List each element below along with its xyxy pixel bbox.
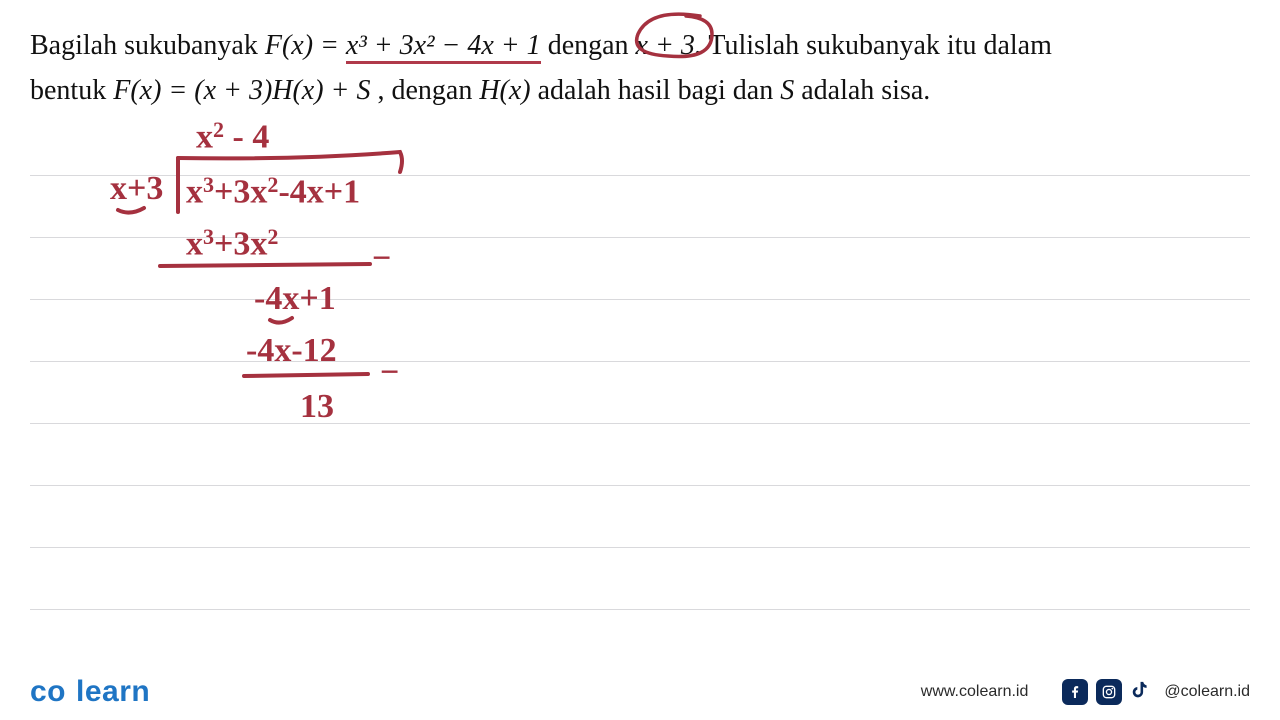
tiktok-icon bbox=[1130, 679, 1152, 706]
hw-divisor: x+3 bbox=[110, 170, 163, 208]
text-line2c: adalah hasil bagi dan bbox=[531, 75, 781, 106]
text-part1: Bagilah sukubanyak bbox=[30, 30, 265, 61]
hw-rem2: 13 bbox=[300, 388, 334, 426]
text-part2: dengan bbox=[541, 30, 636, 61]
logo-part-b: learn bbox=[76, 675, 150, 708]
form-text: F(x) = (x + 3)H(x) + S bbox=[113, 75, 370, 106]
rule-line bbox=[30, 485, 1250, 486]
fx-lhs: F(x) = bbox=[265, 30, 346, 61]
footer-url: www.colearn.id bbox=[921, 683, 1029, 701]
text-line2d: adalah sisa. bbox=[801, 75, 930, 106]
hw-minus1: − bbox=[372, 240, 391, 278]
text-line2b: , dengan bbox=[370, 75, 479, 106]
hw-sub2: -4x-12 bbox=[246, 332, 337, 370]
hw-rem1: -4x+1 bbox=[254, 280, 336, 318]
hw-minus2: − bbox=[380, 354, 399, 392]
rule-line bbox=[30, 423, 1250, 424]
social-icons: @colearn.id bbox=[1062, 679, 1250, 706]
rule-line bbox=[30, 299, 1250, 300]
hw-quotient: x2 - 4 bbox=[196, 115, 269, 156]
divisor-circled: x + 3. bbox=[636, 24, 702, 69]
divisor-text: x + 3. bbox=[636, 30, 702, 61]
page-root: Bagilah sukubanyak F(x) = x³ + 3x² − 4x … bbox=[0, 0, 1280, 720]
problem-text: Bagilah sukubanyak F(x) = x³ + 3x² − 4x … bbox=[30, 24, 1250, 114]
text-line2a: bentuk bbox=[30, 75, 113, 106]
hx-text: H(x) bbox=[479, 75, 530, 106]
rule-line bbox=[30, 547, 1250, 548]
rule-line bbox=[30, 361, 1250, 362]
logo: colearn bbox=[30, 675, 150, 709]
s-text: S bbox=[780, 75, 801, 106]
rule-line bbox=[30, 609, 1250, 610]
footer: colearn www.colearn.id @colearn.id bbox=[0, 664, 1280, 720]
logo-part-a: co bbox=[30, 675, 66, 708]
instagram-icon bbox=[1096, 679, 1122, 705]
polynomial: x³ + 3x² − 4x + 1 bbox=[346, 30, 541, 64]
social-handle: @colearn.id bbox=[1164, 683, 1250, 701]
hw-dividend: x3+3x2-4x+1 bbox=[186, 170, 360, 211]
text-part3: Tulislah sukubanyak itu dalam bbox=[702, 30, 1052, 61]
facebook-icon bbox=[1062, 679, 1088, 705]
hw-sub1: x3+3x2 bbox=[186, 222, 278, 263]
